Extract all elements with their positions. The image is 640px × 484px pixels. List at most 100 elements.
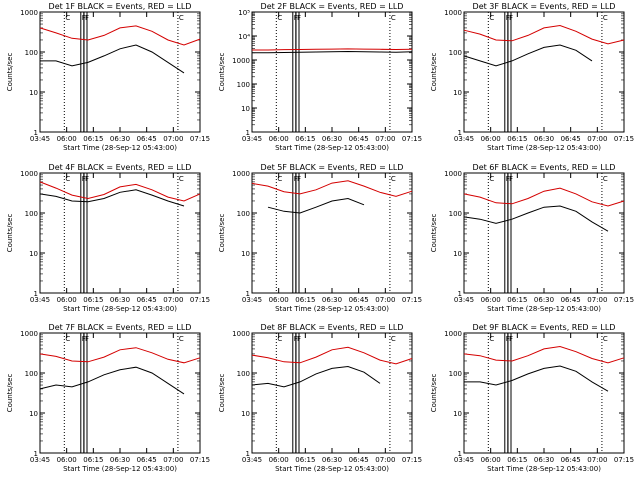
series-line-events xyxy=(252,50,413,54)
x-tick-label: 06:15 xyxy=(83,135,103,143)
y-tick-label: 100 xyxy=(449,370,462,378)
y-tick-label: 10 xyxy=(241,250,250,258)
series-line-lld xyxy=(463,345,625,364)
x-tick-label: 03:45 xyxy=(30,296,50,304)
y-tick-label: 100 xyxy=(237,81,250,89)
y-tick-label: 10 xyxy=(241,410,250,418)
x-axis-label: Start Time (28-Sep-12 05:43:00) xyxy=(487,305,601,313)
x-tick-label: 07:00 xyxy=(163,456,183,464)
y-tick-label: 1000 xyxy=(444,9,462,17)
x-tick-label: 07:15 xyxy=(190,456,210,464)
y-tick-label: 1 xyxy=(34,129,38,137)
panel-1: Det 1F BLACK = Events, RED = LLD 1 10 100 10… xyxy=(6,2,210,152)
x-tick-label: 06:45 xyxy=(137,135,157,143)
panel-title: Det 4F BLACK = Events, RED = LLD xyxy=(49,163,192,172)
x-tick-label: 03:45 xyxy=(242,296,262,304)
x-tick-label: 06:45 xyxy=(349,456,369,464)
x-tick-label: 06:30 xyxy=(110,456,130,464)
series-line-lld xyxy=(463,187,625,207)
marker-label: C xyxy=(65,175,70,183)
y-tick-label: 100 xyxy=(237,210,250,218)
x-axis-label: Start Time (28-Sep-12 05:43:00) xyxy=(275,144,389,152)
x-tick-label: 06:30 xyxy=(110,296,130,304)
y-axis-label: Counts/sec xyxy=(218,53,226,92)
x-tick-label: 06:00 xyxy=(269,456,289,464)
series-line-lld xyxy=(463,24,625,45)
x-tick-label: 06:00 xyxy=(481,296,501,304)
x-tick-label: 06:00 xyxy=(269,135,289,143)
y-tick-label: 10 xyxy=(29,410,38,418)
marker-label: F xyxy=(297,14,301,22)
y-axis-label: Counts/sec xyxy=(430,214,438,253)
marker-label: C xyxy=(391,335,396,343)
x-tick-label: 03:45 xyxy=(30,135,50,143)
panel-title: Det 5F BLACK = Events, RED = LLD xyxy=(261,163,404,172)
x-tick-label: 06:30 xyxy=(110,135,130,143)
marker-label: C xyxy=(277,175,282,183)
y-tick-label: 1 xyxy=(246,450,250,458)
x-tick-label: 06:00 xyxy=(481,135,501,143)
x-tick-label: 07:15 xyxy=(402,135,422,143)
x-axis-label: Start Time (28-Sep-12 05:43:00) xyxy=(487,144,601,152)
x-axis-label: Start Time (28-Sep-12 05:43:00) xyxy=(275,465,389,473)
marker-label: C xyxy=(391,175,396,183)
x-tick-label: 07:15 xyxy=(614,456,634,464)
panel-6: Det 6F BLACK = Events, RED = LLD 1 10 100 10… xyxy=(430,163,634,313)
y-axis-label: Counts/sec xyxy=(430,53,438,92)
panel-5: Det 5F BLACK = Events, RED = LLD 1 10 100 10… xyxy=(218,163,422,313)
marker-label: F xyxy=(509,175,513,183)
x-axis-label: Start Time (28-Sep-12 05:43:00) xyxy=(63,144,177,152)
x-tick-label: 03:45 xyxy=(454,456,474,464)
x-tick-label: 07:15 xyxy=(614,296,634,304)
y-tick-label: 10 xyxy=(241,105,250,113)
marker-label: C xyxy=(65,335,70,343)
x-tick-label: 06:15 xyxy=(507,296,527,304)
x-axis-label: Start Time (28-Sep-12 05:43:00) xyxy=(275,305,389,313)
y-tick-label: 10⁴ xyxy=(238,33,250,41)
x-tick-label: 07:15 xyxy=(190,135,210,143)
y-tick-label: 1000 xyxy=(232,57,250,65)
x-tick-label: 06:30 xyxy=(322,456,342,464)
series-line-lld xyxy=(39,347,201,364)
panel-7: Det 7F BLACK = Events, RED = LLD 1 10 100 10… xyxy=(6,323,210,473)
panel-3: Det 3F BLACK = Events, RED = LLD 1 10 100 10… xyxy=(430,2,634,152)
y-axis-label: Counts/sec xyxy=(430,374,438,413)
y-axis-label: Counts/sec xyxy=(6,374,14,413)
marker-label: F xyxy=(509,14,513,22)
y-tick-label: 1000 xyxy=(444,330,462,338)
series-line-events xyxy=(267,197,365,214)
panel-4: Det 4F BLACK = Events, RED = LLD 1 10 100 10… xyxy=(6,163,210,313)
y-tick-label: 1 xyxy=(458,129,462,137)
panel-8: Det 8F BLACK = Events, RED = LLD 1 10 100 10… xyxy=(218,323,422,473)
x-tick-label: 06:45 xyxy=(137,296,157,304)
y-tick-label: 1000 xyxy=(20,9,38,17)
marker-label: F xyxy=(85,14,89,22)
x-tick-label: 03:45 xyxy=(454,135,474,143)
x-tick-label: 06:30 xyxy=(322,135,342,143)
x-tick-label: 07:15 xyxy=(190,296,210,304)
x-tick-label: 06:15 xyxy=(507,135,527,143)
marker-label: C xyxy=(391,14,396,22)
marker-label: C xyxy=(489,175,494,183)
x-axis-label: Start Time (28-Sep-12 05:43:00) xyxy=(487,465,601,473)
x-tick-label: 07:00 xyxy=(375,456,395,464)
y-tick-label: 1 xyxy=(34,450,38,458)
marker-label: C xyxy=(277,335,282,343)
y-tick-label: 100 xyxy=(449,210,462,218)
y-tick-label: 1000 xyxy=(20,330,38,338)
x-tick-label: 06:30 xyxy=(534,135,554,143)
marker-label: C xyxy=(489,14,494,22)
y-tick-label: 10 xyxy=(453,250,462,258)
x-tick-label: 06:00 xyxy=(269,296,289,304)
y-tick-label: 1 xyxy=(458,290,462,298)
panel-title: Det 1F BLACK = Events, RED = LLD xyxy=(49,2,192,11)
x-tick-label: 06:00 xyxy=(57,456,77,464)
y-axis-label: Counts/sec xyxy=(218,214,226,253)
panel-9: Det 9F BLACK = Events, RED = LLD 1 10 100 10… xyxy=(430,323,634,473)
y-tick-label: 1000 xyxy=(20,170,38,178)
x-tick-label: 07:00 xyxy=(163,135,183,143)
marker-label: C xyxy=(179,175,184,183)
y-tick-label: 100 xyxy=(237,370,250,378)
series-line-lld xyxy=(252,48,413,51)
series-line-events xyxy=(39,366,185,395)
